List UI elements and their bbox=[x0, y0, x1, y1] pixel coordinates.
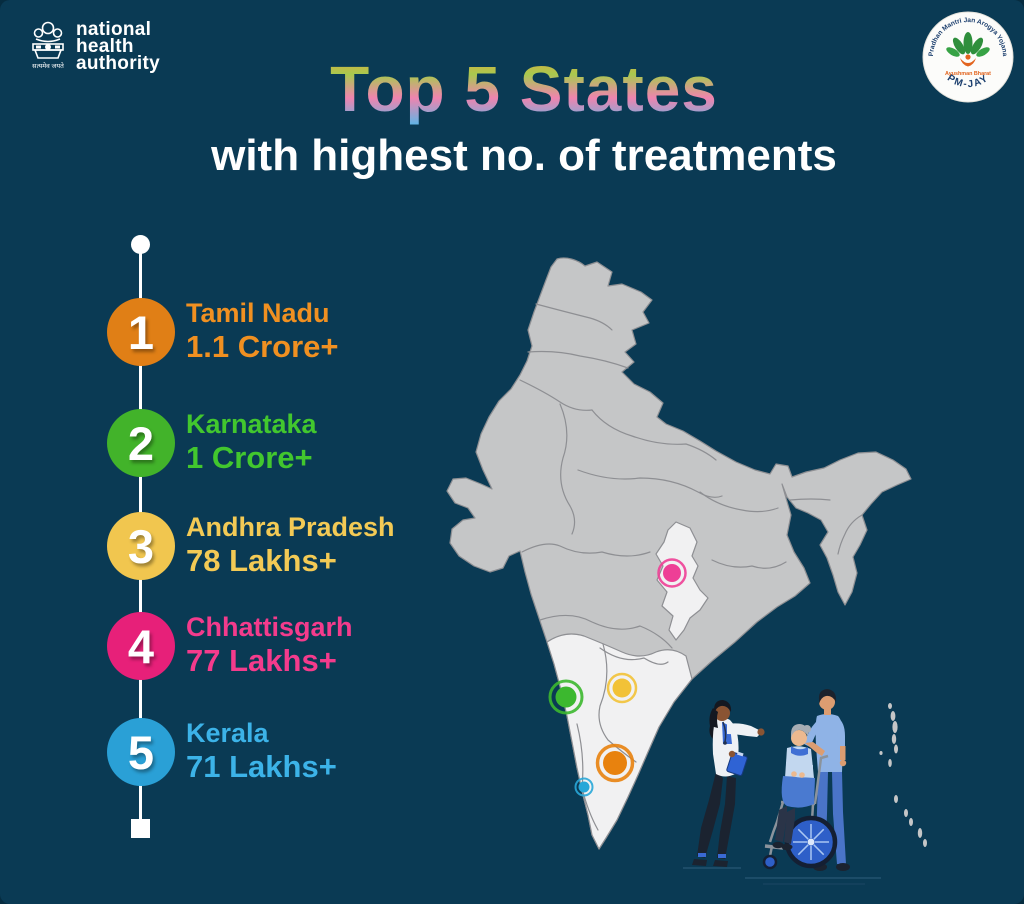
nha-word-1: national bbox=[76, 19, 152, 40]
page-subtitle: with highest no. of treatments bbox=[211, 131, 837, 180]
highlight-south-states bbox=[546, 633, 693, 850]
rank-number: 2 bbox=[127, 416, 155, 470]
caster-wheel bbox=[762, 854, 778, 870]
rank-badge-4: 4 bbox=[107, 612, 175, 680]
ground-lines bbox=[683, 867, 881, 885]
state-value: 1.1 Crore+ bbox=[186, 329, 339, 364]
state-value: 1 Crore+ bbox=[186, 440, 313, 475]
nha-wordmark: national health authority bbox=[76, 19, 160, 73]
doctor-figure bbox=[692, 700, 765, 867]
marker-kerala bbox=[574, 777, 594, 797]
clipboard bbox=[726, 751, 748, 776]
rank-item-chhattisgarh: 4 Chhattisgarh 77 Lakhs+ bbox=[107, 612, 427, 682]
rank-number: 1 bbox=[127, 305, 155, 359]
healthcare-illustration bbox=[683, 689, 881, 885]
marker-karnataka bbox=[548, 679, 584, 715]
svg-text:PM-JAY: PM-JAY bbox=[945, 73, 991, 91]
state-name: Andhra Pradesh bbox=[186, 512, 395, 542]
nha-word-3: authority bbox=[76, 54, 160, 73]
state-value: 78 Lakhs+ bbox=[186, 543, 337, 578]
state-value: 77 Lakhs+ bbox=[186, 643, 337, 678]
marker-chhattisgarh bbox=[657, 558, 687, 588]
ashoka-emblem-icon: सत्यमेव जयते bbox=[32, 21, 64, 70]
india-map bbox=[446, 257, 927, 850]
islands bbox=[879, 703, 927, 847]
state-name: Karnataka bbox=[186, 409, 317, 439]
wheel-spokes bbox=[793, 824, 829, 860]
state-name: Chhattisgarh bbox=[186, 612, 353, 642]
rank-item-kerala: 5 Kerala 71 Lakhs+ bbox=[107, 718, 427, 788]
pmjay-bottom-text: PM-JAY bbox=[945, 73, 989, 91]
marker-andhra-pradesh bbox=[606, 672, 638, 704]
marker-tamil-nadu bbox=[595, 743, 635, 783]
timeline-start-dot bbox=[131, 235, 150, 254]
rank-number: 5 bbox=[127, 725, 155, 779]
timeline-end-square bbox=[131, 819, 150, 838]
pmjay-center-text: Ayushman Bharat bbox=[945, 71, 991, 77]
pmjay-logo: Pradhan Mantri Jan Arogya Yojana PM-JAY … bbox=[922, 11, 1014, 103]
state-name: Tamil Nadu bbox=[186, 298, 330, 328]
rank-item-tamil-nadu: 1 Tamil Nadu 1.1 Crore+ bbox=[107, 298, 427, 368]
nha-logo: सत्यमेव जयते national health authority bbox=[26, 18, 160, 74]
state-borders bbox=[519, 303, 863, 649]
rank-badge-2: 2 bbox=[107, 409, 175, 477]
nha-word-2: health bbox=[76, 36, 134, 57]
rank-number: 4 bbox=[127, 619, 155, 673]
page-title: Top 5 States bbox=[12, 52, 1024, 126]
state-value: 71 Lakhs+ bbox=[186, 749, 337, 784]
rank-number: 3 bbox=[127, 519, 155, 573]
state-name: Kerala bbox=[186, 718, 269, 748]
rank-badge-1: 1 bbox=[107, 298, 175, 366]
rank-item-andhra-pradesh: 3 Andhra Pradesh 78 Lakhs+ bbox=[107, 512, 427, 582]
patient-figure bbox=[772, 724, 815, 851]
rank-badge-5: 5 bbox=[107, 718, 175, 786]
pmjay-leaf-icon bbox=[946, 32, 990, 67]
rank-item-karnataka: 2 Karnataka 1 Crore+ bbox=[107, 409, 427, 479]
rank-badge-3: 3 bbox=[107, 512, 175, 580]
nha-hindi-motto: सत्यमेव जयते bbox=[32, 62, 64, 70]
